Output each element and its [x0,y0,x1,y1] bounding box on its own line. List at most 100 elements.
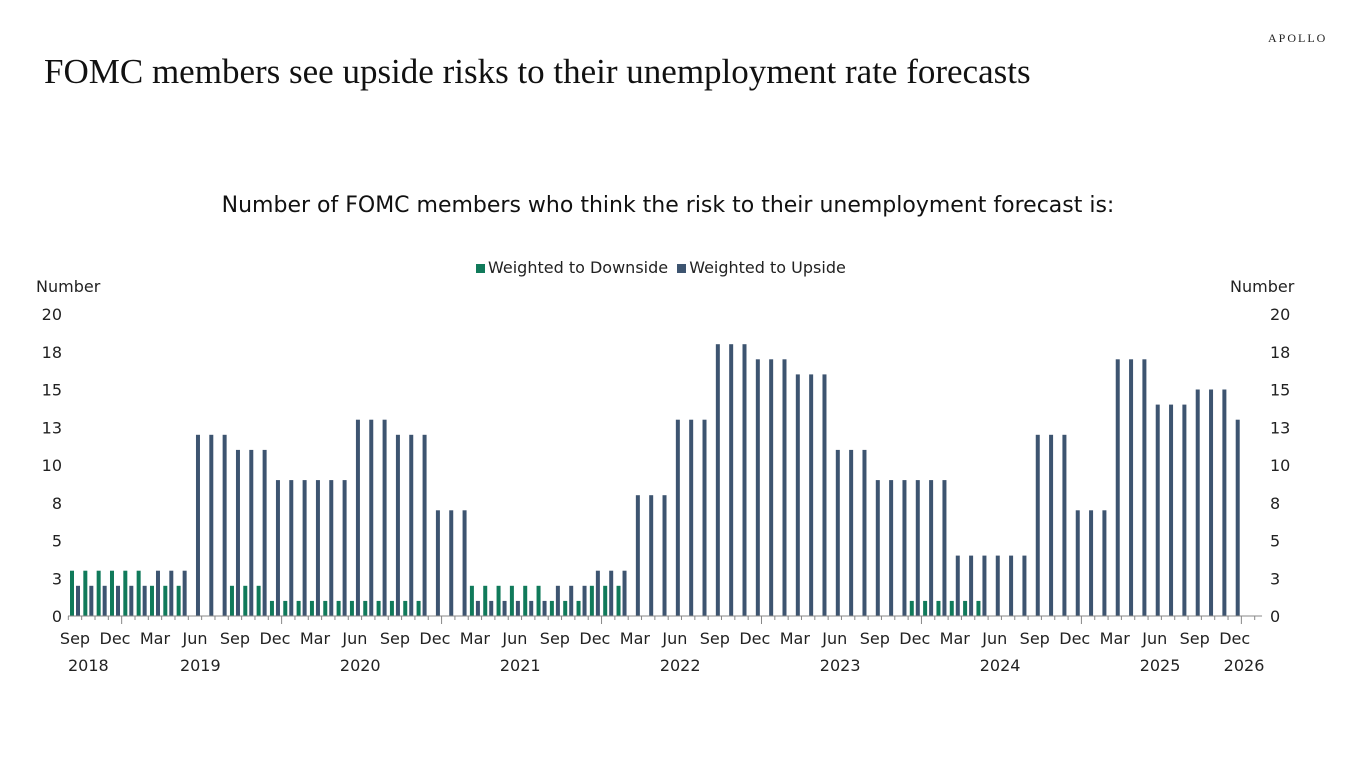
bar-upside [422,434,427,616]
bar-upside [689,419,694,616]
y-tick-label-left: 3 [52,569,62,588]
bar-upside [875,480,880,616]
bar-downside [509,585,514,616]
x-month-label: Jun [821,629,847,648]
bar-upside [782,359,787,616]
legend-item-downside: Weighted to Downside [476,258,668,277]
bar-upside [902,480,907,616]
x-month-label: Jun [981,629,1007,648]
bar-downside [563,600,568,616]
bar-upside [729,344,734,616]
x-year-label: 2025 [1140,656,1181,675]
bar-downside [909,600,914,616]
x-month-label: Jun [181,629,207,648]
bar-upside [582,585,587,616]
y-tick-label-left: 10 [42,456,62,475]
bar-upside [742,344,747,616]
x-year-label: 2019 [180,656,221,675]
bar-upside [182,570,187,616]
bar-upside [529,600,534,616]
bar-downside [123,570,128,616]
bar-downside [229,585,234,616]
bar-downside [336,600,341,616]
bar-upside [609,570,614,616]
bar-upside [489,600,494,616]
bar-downside [83,570,88,616]
legend-label-upside: Weighted to Upside [689,258,846,277]
y-tick-label-left: 15 [42,381,62,400]
bar-upside [475,600,480,616]
bar-upside [755,359,760,616]
x-month-label: Mar [1100,629,1131,648]
x-month-label: Mar [460,629,491,648]
bar-upside [955,555,960,616]
x-month-label: Dec [899,629,930,648]
bar-downside [283,600,288,616]
bar-downside [523,585,528,616]
bar-upside [315,480,320,616]
bar-upside [1222,389,1227,616]
y-tick-label-right: 3 [1270,569,1280,588]
bar-upside [329,480,334,616]
x-month-label: Sep [1020,629,1050,648]
legend-label-downside: Weighted to Downside [488,258,669,277]
bar-downside [96,570,101,616]
bar-upside [262,449,267,616]
x-year-label: 2021 [500,656,541,675]
bar-upside [209,434,214,616]
x-month-label: Jun [1141,629,1167,648]
bar-downside [109,570,114,616]
bar-downside [549,600,554,616]
bar-upside [302,480,307,616]
bar-upside [169,570,174,616]
bar-upside [822,374,827,616]
x-year-label: 2023 [820,656,861,675]
bar-downside [323,600,328,616]
x-month-label: Mar [300,629,331,648]
bar-downside [70,570,74,616]
bar-upside [849,449,854,616]
bar-upside [1142,359,1147,616]
y-tick-label-right: 10 [1270,456,1290,475]
bar-downside [296,600,301,616]
y-tick-label-left: 20 [42,305,62,324]
bar-upside [809,374,814,616]
bar-upside [715,344,720,616]
x-month-label: Jun [341,629,367,648]
x-month-label: Dec [100,629,131,648]
bar-upside [1022,555,1027,616]
bar-upside [942,480,947,616]
bar-upside [1075,510,1080,616]
x-year-label: 2018 [68,656,109,675]
x-month-label: Dec [1219,629,1250,648]
bar-upside [395,434,400,616]
bar-upside [1209,389,1214,616]
bar-upside [915,480,920,616]
bar-downside [363,600,368,616]
bar-upside [1115,359,1120,616]
x-month-label: Sep [540,629,570,648]
bar-downside [949,600,954,616]
bar-upside [929,480,934,616]
bar-downside [976,600,981,616]
bar-upside [222,434,227,616]
y-tick-label-left: 5 [52,532,62,551]
bar-downside [256,585,261,616]
bar-upside [289,480,294,616]
bar-upside [982,555,987,616]
bar-upside [355,419,360,616]
bar-upside [409,434,414,616]
bar-upside [1235,419,1240,616]
bar-upside [862,449,867,616]
chart-title: Number of FOMC members who think the ris… [221,193,1115,218]
bar-upside [649,495,654,616]
x-year-label: 2022 [660,656,701,675]
bar-downside [589,585,594,616]
bar-upside [702,419,707,616]
bar-downside [176,585,181,616]
bar-downside [496,585,501,616]
bar-upside [1182,404,1187,616]
y-tick-label-right: 15 [1270,381,1290,400]
y-axis-label-left: Number [36,277,101,296]
x-month-label: Sep [1180,629,1210,648]
